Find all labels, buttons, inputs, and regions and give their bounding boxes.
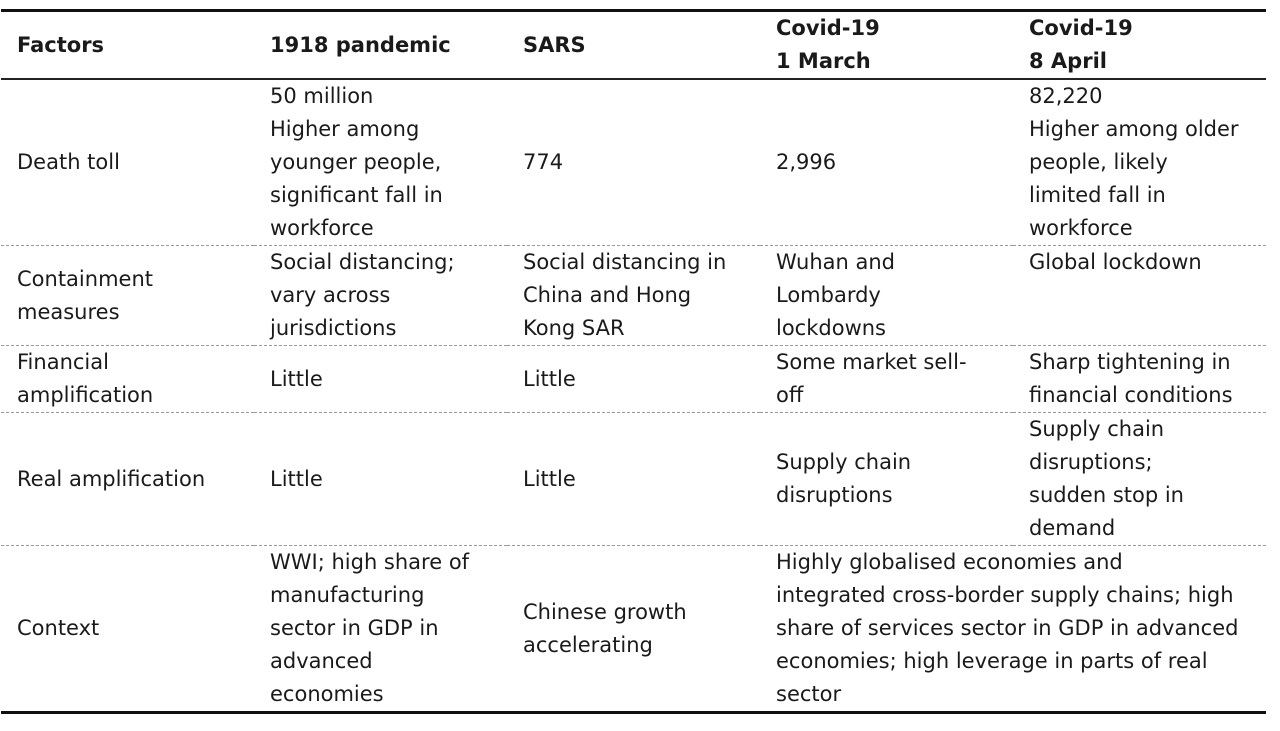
- cell-1918-pandemic: Little: [254, 346, 507, 413]
- cell-covid-1-march: Some market sell- off: [760, 346, 1013, 413]
- cell-1918-pandemic: 50 million Higher among younger people, …: [254, 79, 507, 246]
- cell-1918-pandemic: Little: [254, 413, 507, 546]
- cell-line: significant fall in: [270, 183, 443, 207]
- cell-line: Global lockdown: [1029, 250, 1202, 274]
- cell-factor: Real amplification: [1, 413, 254, 546]
- cell-covid-8-april: Supply chain disruptions; sudden stop in…: [1013, 413, 1266, 546]
- cell-line: Chinese growth: [523, 599, 687, 624]
- table-row: Financial amplification Little Little So…: [1, 346, 1266, 413]
- cell-line: Some market sell-: [776, 350, 967, 374]
- cell-line: economies; high leverage in parts of rea…: [776, 649, 1208, 673]
- cell-line: Little: [523, 466, 576, 491]
- cell-line: Wuhan and: [776, 250, 895, 274]
- cell-covid-1-march: 2,996: [760, 79, 1013, 246]
- header-line: Covid-19: [776, 16, 880, 40]
- cell-line: limited fall in: [1029, 183, 1166, 207]
- cell-covid-1-march: Wuhan and Lombardy lockdowns: [760, 246, 1013, 346]
- cell-line: Financial: [17, 350, 109, 374]
- cell-line: Highly globalised economies and: [776, 550, 1123, 574]
- cell-line: accelerating: [523, 632, 653, 657]
- cell-line: workforce: [1029, 216, 1133, 240]
- cell-sars: Little: [507, 413, 760, 546]
- cell-line: financial conditions: [1029, 383, 1233, 407]
- cell-line: China and Hong: [523, 283, 692, 307]
- cell-line: Higher among: [270, 117, 420, 141]
- cell-line: disruptions;: [1029, 450, 1153, 474]
- cell-line: Social distancing in: [523, 250, 727, 274]
- cell-line: 774: [523, 150, 564, 174]
- cell-line: economies: [270, 682, 384, 706]
- header-line: Factors: [17, 32, 105, 57]
- cell-factor: Death toll: [1, 79, 254, 246]
- cell-line: people, likely: [1029, 150, 1168, 174]
- cell-line: sudden stop in: [1029, 483, 1184, 507]
- cell-line: disruptions: [776, 483, 893, 507]
- cell-line: 50 million: [270, 84, 374, 108]
- cell-line: Little: [270, 466, 323, 491]
- cell-line: Sharp tightening in: [1029, 350, 1231, 374]
- cell-sars: Social distancing in China and Hong Kong…: [507, 246, 760, 346]
- factors-comparison-table: Factors 1918 pandemic SARS Covid-19 1 Ma…: [1, 9, 1266, 714]
- cell-covid-8-april: Global lockdown: [1013, 246, 1266, 346]
- cell-line: amplification: [17, 383, 154, 407]
- cell-line: measures: [17, 299, 120, 324]
- cell-line: Social distancing;: [270, 250, 455, 274]
- cell-line: Death toll: [17, 150, 120, 174]
- cell-1918-pandemic: Social distancing; vary across jurisdict…: [254, 246, 507, 346]
- cell-line: Kong SAR: [523, 316, 625, 340]
- table-row: Real amplification Little Little Supply …: [1, 413, 1266, 546]
- cell-line: younger people,: [270, 150, 442, 174]
- header-line: SARS: [523, 32, 586, 57]
- cell-line: workforce: [270, 216, 374, 240]
- cell-line: Context: [17, 616, 100, 640]
- header-line: 8 April: [1029, 49, 1107, 73]
- cell-line: advanced: [270, 649, 373, 673]
- cell-line: jurisdictions: [270, 316, 397, 340]
- header-line: Covid-19: [1029, 16, 1133, 40]
- cell-factor: Containment measures: [1, 246, 254, 346]
- header-1918-pandemic: 1918 pandemic: [254, 10, 507, 80]
- cell-factor: Financial amplification: [1, 346, 254, 413]
- cell-1918-pandemic: WWI; high share of manufacturing sector …: [254, 546, 507, 713]
- cell-sars: Chinese growth accelerating: [507, 546, 760, 713]
- table-row: Context WWI; high share of manufacturing…: [1, 546, 1266, 713]
- header-covid-1-march: Covid-19 1 March: [760, 10, 1013, 80]
- header-line: 1918 pandemic: [270, 32, 451, 57]
- header-row: Factors 1918 pandemic SARS Covid-19 1 Ma…: [1, 10, 1266, 80]
- cell-line: sector in GDP in: [270, 616, 439, 640]
- header-sars: SARS: [507, 10, 760, 80]
- cell-line: Supply chain: [1029, 417, 1165, 441]
- header-covid-8-april: Covid-19 8 April: [1013, 10, 1266, 80]
- cell-line: Higher among older: [1029, 117, 1239, 141]
- cell-covid-8-april: 82,220 Higher among older people, likely…: [1013, 79, 1266, 246]
- cell-sars: Little: [507, 346, 760, 413]
- cell-factor: Context: [1, 546, 254, 713]
- cell-line: Lombardy: [776, 283, 881, 307]
- cell-sars: 774: [507, 79, 760, 246]
- cell-line: Supply chain: [776, 450, 912, 474]
- cell-covid-1-march: Supply chain disruptions: [760, 413, 1013, 546]
- cell-line: Little: [270, 366, 323, 391]
- cell-covid-merged: Highly globalised economies and integrat…: [760, 546, 1266, 713]
- cell-line: 2,996: [776, 150, 837, 174]
- table-row: Death toll 50 million Higher among young…: [1, 79, 1266, 246]
- cell-line: Containment: [17, 266, 153, 291]
- table-row: Containment measures Social distancing; …: [1, 246, 1266, 346]
- cell-line: share of services sector in GDP in advan…: [776, 616, 1239, 640]
- cell-line: sector: [776, 682, 842, 706]
- cell-line: Little: [523, 366, 576, 391]
- header-factors: Factors: [1, 10, 254, 80]
- cell-line: Real amplification: [17, 466, 206, 491]
- header-line: 1 March: [776, 49, 871, 73]
- cell-covid-8-april: Sharp tightening in financial conditions: [1013, 346, 1266, 413]
- cell-line: integrated cross-border supply chains; h…: [776, 583, 1234, 607]
- cell-line: demand: [1029, 516, 1116, 540]
- cell-line: off: [776, 383, 804, 407]
- cell-line: lockdowns: [776, 316, 886, 340]
- cell-line: WWI; high share of: [270, 550, 470, 574]
- cell-line: 82,220: [1029, 84, 1103, 108]
- cell-line: vary across: [270, 283, 391, 307]
- cell-line: manufacturing: [270, 583, 425, 607]
